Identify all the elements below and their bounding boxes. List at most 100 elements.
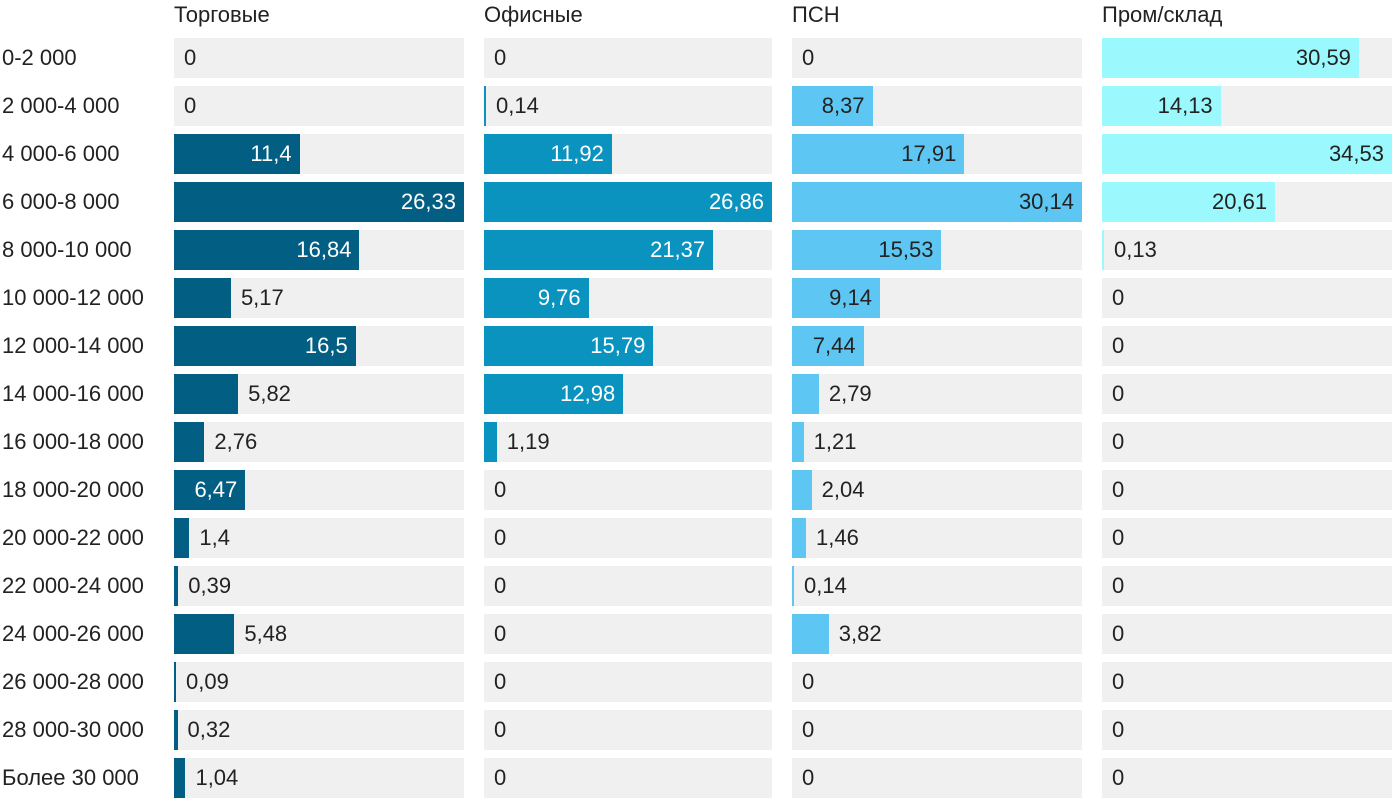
data-label: 16,84	[296, 237, 352, 262]
data-label: 0,32	[187, 717, 231, 742]
data-label: 0	[1112, 717, 1125, 742]
category-label: 2 000-4 000	[2, 93, 120, 118]
bar-track: 0	[1102, 422, 1392, 462]
category-label: 26 000-28 000	[2, 669, 144, 694]
bar-track: 0	[1102, 518, 1392, 558]
data-label: 34,53	[1328, 141, 1384, 166]
bar-track: 0	[1102, 614, 1392, 654]
data-label: 30,59	[1295, 45, 1351, 70]
bar-track: 1,46	[792, 518, 1082, 558]
data-label: 2,76	[214, 429, 258, 454]
category-label: 6 000-8 000	[2, 189, 120, 214]
bar-track: 3,82	[792, 614, 1082, 654]
bar	[792, 518, 807, 558]
bar-track: 26,33	[174, 182, 464, 222]
data-label: 21,37	[650, 237, 706, 262]
data-label: 1,4	[199, 525, 230, 550]
bar-track: 5,48	[174, 614, 464, 654]
data-label: 0	[494, 45, 507, 70]
data-label: 0	[494, 573, 507, 598]
bar-track: 0	[174, 86, 464, 126]
data-label: 0	[802, 669, 815, 694]
data-label: 0,09	[186, 669, 229, 694]
data-label: 0	[1112, 333, 1125, 358]
bar-track: 0	[792, 662, 1082, 702]
bar-track: 0,14	[484, 86, 772, 126]
data-label: 5,82	[248, 381, 291, 406]
category-label: 10 000-12 000	[2, 285, 144, 310]
data-label: 8,37	[821, 93, 865, 118]
data-label: 0	[184, 93, 197, 118]
data-label: 0,14	[496, 93, 539, 118]
bar	[792, 86, 873, 126]
bar-track: 0,14	[792, 566, 1082, 606]
bar-track: 0	[484, 710, 772, 750]
bar-track: 21,37	[484, 230, 772, 270]
bar	[792, 230, 942, 270]
bar	[484, 422, 497, 462]
data-label: 0	[494, 669, 507, 694]
data-label: 0	[802, 717, 815, 742]
data-label: 9,14	[829, 285, 872, 310]
data-label: 2,79	[828, 381, 872, 406]
bar-track: 1,19	[484, 422, 772, 462]
bar-track: 15,79	[484, 326, 772, 366]
bar	[1102, 134, 1392, 174]
data-label: 0	[1112, 525, 1125, 550]
data-label: 11,4	[250, 141, 292, 166]
data-label: 0	[184, 45, 197, 70]
category-label: 14 000-16 000	[2, 381, 144, 406]
bar	[792, 134, 965, 174]
data-label: 6,47	[194, 477, 238, 502]
data-label: 1,46	[816, 525, 859, 550]
bar-track: 9,14	[792, 278, 1082, 318]
data-label: 0	[494, 621, 507, 646]
data-label: 12,98	[560, 381, 616, 406]
bar-track: 16,5	[174, 326, 464, 366]
bar	[174, 230, 360, 270]
bar	[174, 758, 186, 798]
data-label: 0	[802, 45, 815, 70]
data-label: 0	[494, 765, 507, 790]
data-label: 0	[1112, 669, 1125, 694]
bar-track: 12,98	[484, 374, 772, 414]
bar	[792, 278, 880, 318]
bar-track: 0	[484, 566, 772, 606]
bar-track: 16,84	[174, 230, 464, 270]
bar-track: 34,53	[1102, 134, 1392, 174]
bar-track: 6,47	[174, 470, 464, 510]
bar	[484, 134, 612, 174]
bar	[484, 230, 714, 270]
bar	[174, 374, 239, 414]
bar	[792, 182, 1082, 222]
data-label: 26,86	[708, 189, 764, 214]
data-label: 1,04	[195, 765, 239, 790]
bar-track: 0	[484, 614, 772, 654]
data-label: 2,04	[821, 477, 865, 502]
data-label: 0	[1112, 477, 1125, 502]
bar-track: 0	[792, 758, 1082, 798]
bar	[484, 326, 654, 366]
data-label: 16,5	[304, 333, 348, 358]
bar-track: 0	[484, 662, 772, 702]
panel-title: Пром/склад	[1102, 2, 1223, 27]
category-label: 12 000-14 000	[2, 333, 144, 358]
data-label: 1,21	[813, 429, 857, 454]
bar-track: 11,4	[174, 134, 464, 174]
data-label: 0	[1112, 621, 1125, 646]
bar	[174, 566, 179, 606]
bar-track: 0	[1102, 566, 1392, 606]
bar-track: 0	[1102, 278, 1392, 318]
bar-track: 30,14	[792, 182, 1082, 222]
bar-track: 30,59	[1102, 38, 1392, 78]
bar-track: 0	[1102, 662, 1392, 702]
bar-track: 7,44	[792, 326, 1082, 366]
bar-track: 1,04	[174, 758, 464, 798]
category-label: Более 30 000	[2, 765, 139, 790]
bar-track: 0,09	[174, 662, 464, 702]
bar	[174, 518, 190, 558]
bar	[484, 374, 624, 414]
bar-track: 8,37	[792, 86, 1082, 126]
category-label: 24 000-26 000	[2, 621, 144, 646]
